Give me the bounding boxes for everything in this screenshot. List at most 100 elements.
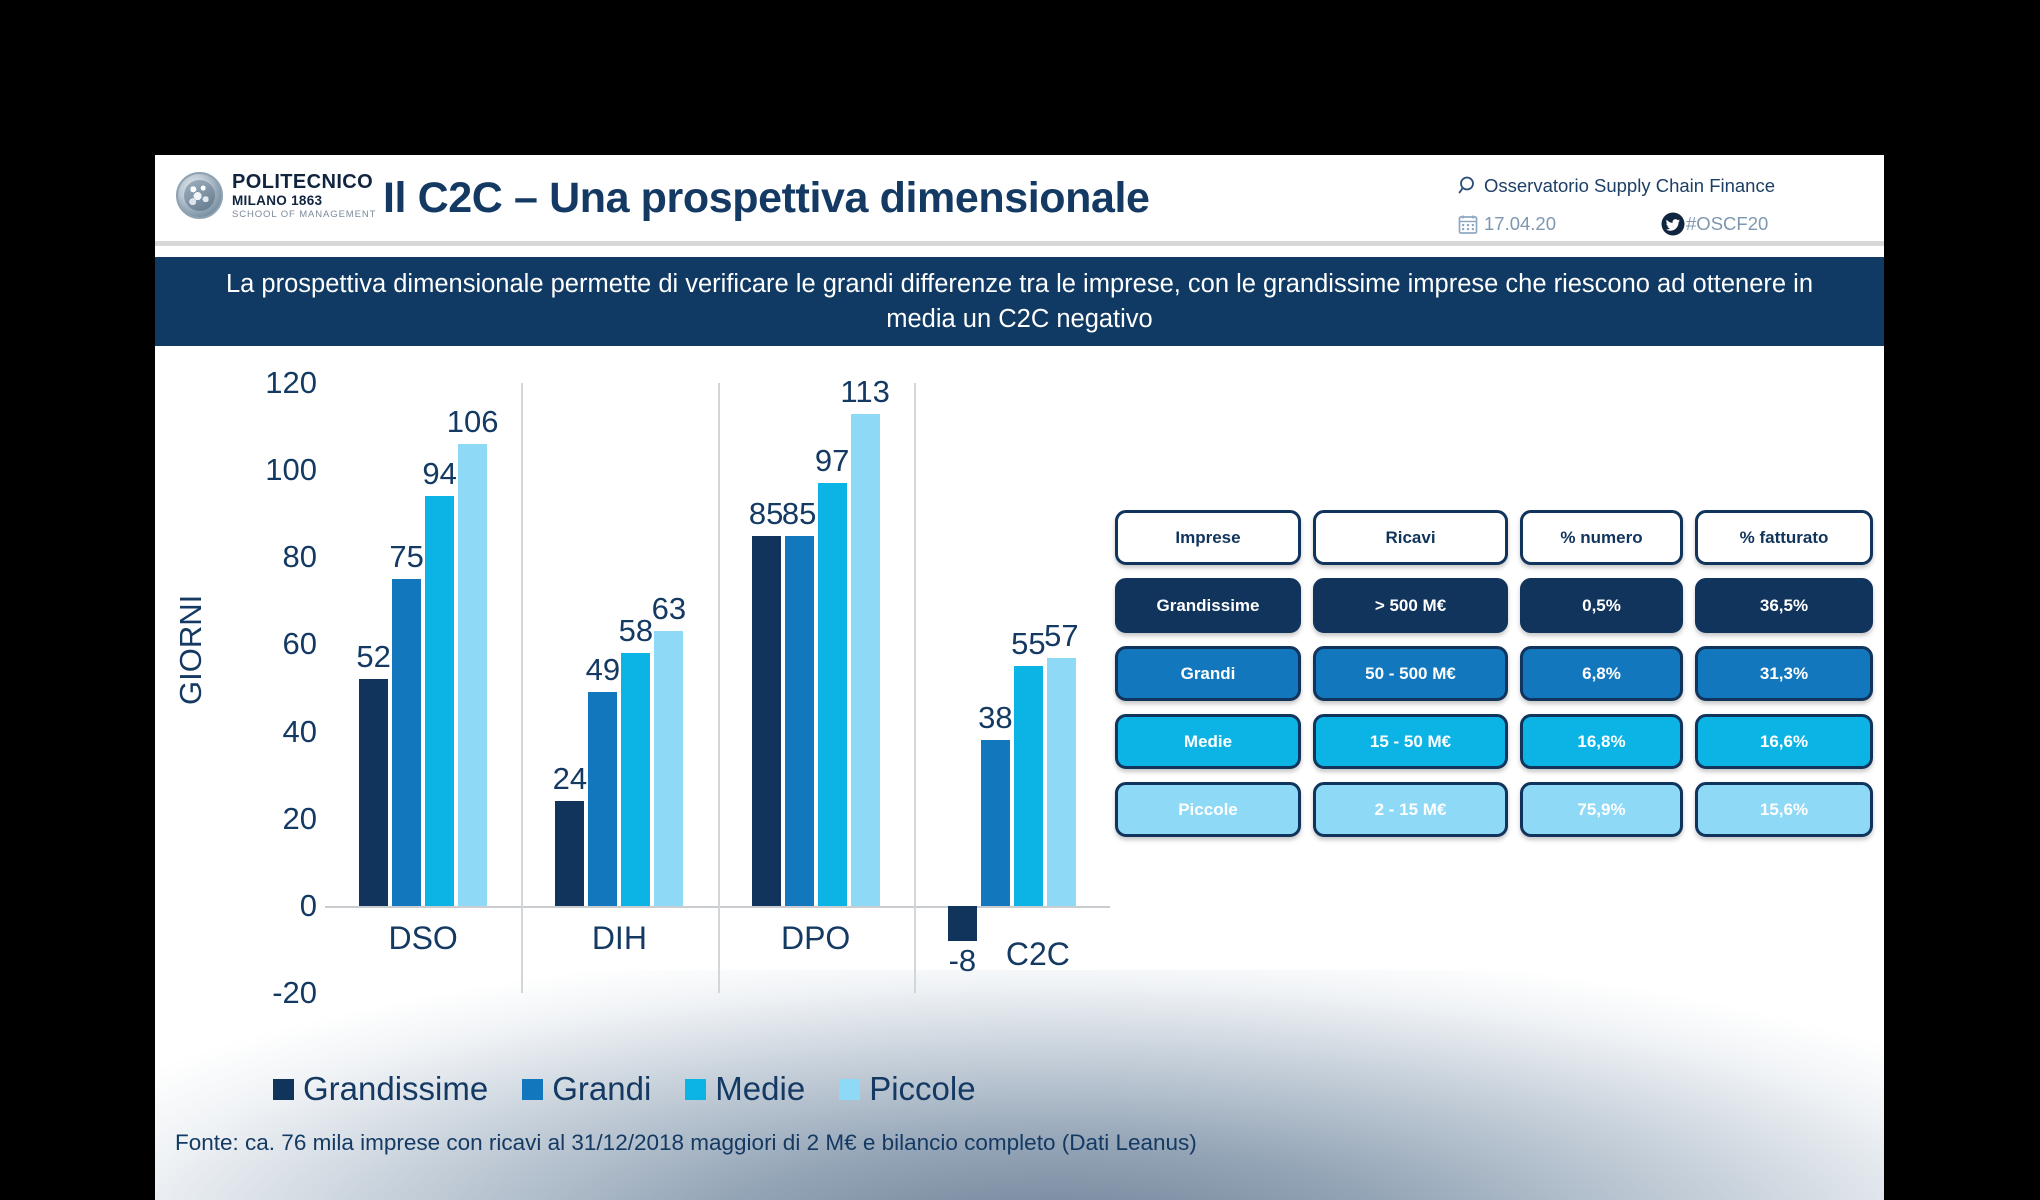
table-cell: 50 - 500 M€ (1313, 646, 1508, 701)
logo-line-milano: MILANO 1863 (232, 192, 323, 208)
bar-value-label: 38 (978, 700, 1013, 736)
table-row: Grandi 50 - 500 M€ 6,8% 31,3% (1115, 646, 1884, 701)
y-axis-ticks: 120 100 80 60 40 20 0 -20 (197, 365, 317, 1065)
subtitle-banner: La prospettiva dimensionale permette di … (155, 257, 1884, 346)
x-axis-category-label: DPO (780, 919, 851, 956)
logo-line-politecnico: POLITECNICO (232, 171, 374, 193)
bar (1013, 666, 1043, 906)
bar-value-label: 24 (552, 761, 588, 797)
table-header-cell: % numero (1520, 510, 1683, 565)
x-axis-category-label: DIH (591, 919, 647, 956)
politecnico-logo: POLITECNICO MILANO 1863 SCHOOL OF MANAGE… (176, 172, 376, 220)
table-cell: Grandissime (1115, 578, 1301, 633)
bar (392, 579, 422, 906)
bar-value-label: 55 (1011, 626, 1046, 662)
y-axis-tick: 0 (299, 887, 317, 923)
calendar-icon (1458, 214, 1484, 235)
header-divider (155, 241, 1884, 246)
y-axis-tick: 120 (265, 365, 317, 400)
legend-swatch (522, 1078, 544, 1100)
hashtag-label: #OSCF20 (1686, 213, 1769, 234)
bar-value-label: 94 (422, 456, 457, 492)
bar-value-label: 113 (840, 373, 890, 409)
bar (359, 679, 389, 906)
slide-header: POLITECNICO MILANO 1863 SCHOOL OF MANAGE… (155, 155, 1884, 241)
group-separator (521, 383, 524, 993)
slide-background-gradient (155, 970, 1884, 1200)
x-axis-category-label: C2C (1005, 935, 1070, 972)
table-cell: 16,6% (1695, 714, 1873, 769)
table-cell: 36,5% (1695, 578, 1873, 633)
bar-value-label: 85 (781, 495, 817, 531)
bar (980, 740, 1010, 906)
legend-item[interactable]: Medie (685, 1070, 805, 1108)
table-row: Medie 15 - 50 M€ 16,8% 16,6% (1115, 714, 1884, 769)
table-cell: 15 - 50 M€ (1313, 714, 1508, 769)
legend-item[interactable]: Grandissime (273, 1070, 488, 1108)
company-size-table: Imprese Ricavi% numero% fatturato Grandiss… (1115, 510, 1884, 850)
bar (850, 413, 880, 906)
bar-value-label: 52 (356, 639, 391, 675)
table-cell: > 500 M€ (1313, 578, 1508, 633)
y-axis-tick: 60 (282, 626, 317, 662)
bar-value-label: 85 (748, 495, 784, 531)
table-cell: 31,3% (1695, 646, 1873, 701)
header-meta: Osservatorio Supply Chain Finance (1458, 171, 1850, 239)
table-cell: 16,8% (1520, 714, 1683, 769)
bar (555, 801, 585, 906)
bar (621, 653, 651, 906)
bar (947, 905, 977, 941)
table-cell: Piccole (1115, 782, 1301, 837)
legend-item[interactable]: Piccole (839, 1070, 976, 1108)
y-axis-tick: -20 (272, 975, 317, 1010)
table-cell: 0,5% (1520, 578, 1683, 633)
x-axis-category-label: DSO (388, 919, 458, 956)
table-header-cell: % fatturato (1695, 510, 1873, 565)
legend-swatch (685, 1078, 707, 1100)
plot-area: 52 75 94 106 DSO 24 49 58 63 DIH 85 85 97 113 DPO -8 38 5… (325, 374, 1110, 993)
legend-label: Piccole (869, 1070, 976, 1107)
meta-observatory-row: Osservatorio Supply Chain Finance (1458, 171, 1850, 201)
legend-label: Grandi (552, 1070, 652, 1107)
table-header-cell: Imprese (1115, 510, 1301, 565)
bar-value-label: 49 (585, 652, 621, 688)
y-axis-tick: 20 (282, 800, 317, 836)
y-axis-tick: 40 (282, 713, 317, 749)
table-row: Grandissime > 500 M€ 0,5% 36,5% (1115, 578, 1884, 633)
legend-swatch (273, 1078, 294, 1100)
bar-value-label: 58 (618, 613, 654, 649)
legend-label: Grandissime (303, 1070, 489, 1107)
table-row: Piccole 2 - 15 M€ 75,9% 15,6% (1115, 782, 1884, 837)
bar-value-label: 57 (1044, 617, 1079, 653)
bar (1046, 657, 1076, 906)
table-cell: 2 - 15 M€ (1313, 782, 1508, 837)
table-cell: Medie (1115, 714, 1301, 769)
subtitle-text: La prospettiva dimensionale permette di … (225, 270, 1814, 333)
bar (458, 444, 488, 906)
bar-value-label: 106 (446, 404, 499, 439)
bar (654, 631, 684, 906)
table-header-cell: Ricavi (1313, 510, 1508, 565)
bar-value-label: 63 (651, 591, 687, 627)
group-separator (913, 383, 916, 993)
date-label: 17.04.20 (1484, 213, 1557, 234)
table-cell: Grandi (1115, 646, 1301, 701)
chart-legend: Grandissime Grandi Medie Piccole (273, 1070, 976, 1108)
search-icon (1458, 175, 1484, 197)
logo-line-school: SCHOOL OF MANAGEMENT (232, 208, 377, 220)
bar-value-label: 97 (814, 443, 850, 479)
bar-value-label: -8 (948, 942, 977, 978)
table-header-row: Imprese Ricavi% numero% fatturato (1115, 510, 1884, 565)
bar (425, 496, 455, 906)
bar (817, 483, 847, 906)
legend-item[interactable]: Grandi (522, 1070, 651, 1108)
page-title: Il C2C – Una prospettiva dimensionale (383, 174, 1150, 222)
bar (784, 535, 814, 906)
bar-chart: GIORNI 120 100 80 60 40 20 0 -20 52 75 94 106 DSO 24… (165, 365, 1110, 1065)
twitter-icon[interactable] (1660, 211, 1686, 237)
politecnico-seal-icon (176, 172, 223, 220)
legend-swatch (839, 1078, 861, 1100)
meta-date-row: 17.04.20 #OSCF20 (1458, 209, 1850, 239)
source-note: Fonte: ca. 76 mila imprese con ricavi al… (175, 1130, 1197, 1155)
table-cell: 15,6% (1695, 782, 1873, 837)
